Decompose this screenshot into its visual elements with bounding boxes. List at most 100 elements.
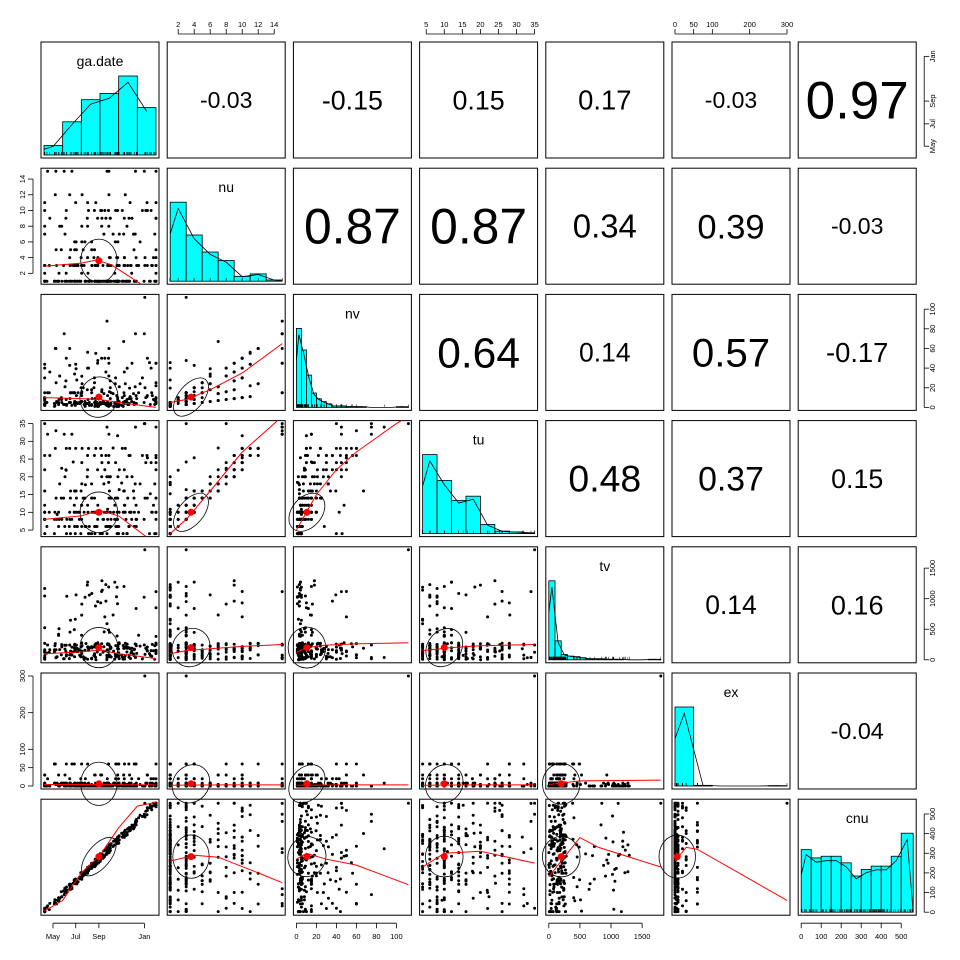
data-point: [309, 650, 313, 654]
data-point: [68, 496, 72, 500]
data-point: [148, 492, 152, 496]
data-point: [90, 866, 94, 870]
data-point: [547, 784, 551, 788]
data-point: [300, 762, 304, 766]
data-point: [176, 877, 180, 881]
data-point: [435, 777, 439, 781]
data-point: [486, 656, 490, 660]
data-point: [132, 489, 135, 493]
data-point: [122, 340, 126, 343]
data-point: [232, 853, 236, 857]
data-point: [80, 762, 84, 766]
panel-frame: [166, 293, 286, 411]
data-point: [435, 655, 439, 659]
panel-frame: [671, 420, 791, 538]
data-point: [128, 829, 132, 833]
data-point: [300, 503, 304, 507]
data-point: [248, 871, 252, 875]
data-point: [309, 585, 313, 588]
data-point: [312, 579, 316, 583]
data-point: [232, 579, 236, 583]
data-point: [240, 366, 244, 370]
data-point: [154, 641, 158, 645]
data-point: [208, 372, 212, 376]
data-point: [72, 503, 76, 507]
panel-frame: [40, 167, 160, 285]
panel-tv-cnu: 0.16: [797, 546, 917, 664]
data-point: [318, 482, 322, 486]
data-point: [256, 781, 260, 785]
data-point: [280, 656, 284, 659]
panel-ex-ex: ex: [671, 672, 791, 790]
data-point: [465, 781, 469, 785]
data-point: [342, 503, 346, 507]
data-point: [80, 400, 84, 403]
data-point: [68, 347, 72, 350]
data-point: [224, 855, 228, 859]
data-point: [240, 809, 244, 813]
data-point: [192, 836, 196, 840]
data-point: [154, 454, 158, 457]
data-point: [122, 777, 126, 781]
data-point: [107, 655, 111, 659]
data-point: [442, 773, 446, 777]
data-point: [101, 517, 105, 521]
data-point: [107, 193, 111, 197]
data-point: [168, 630, 172, 634]
data-point: [99, 773, 103, 777]
data-point: [318, 446, 322, 450]
data-point: [299, 651, 303, 655]
data-point: [428, 628, 432, 632]
data-point: [105, 852, 109, 856]
data-point: [240, 854, 244, 858]
data-point: [176, 866, 180, 870]
data-point: [232, 891, 236, 894]
hist-bar: [674, 706, 695, 787]
data-point: [240, 454, 244, 457]
density-curve: [548, 587, 661, 661]
data-point: [117, 264, 121, 267]
data-point: [105, 658, 109, 662]
data-point: [115, 394, 119, 398]
data-point: [280, 893, 284, 897]
data-point: [65, 403, 68, 407]
data-point: [75, 784, 79, 788]
data-point: [362, 489, 365, 493]
data-point: [507, 655, 511, 659]
data-point: [106, 394, 110, 398]
data-point: [90, 403, 94, 406]
data-point: [125, 398, 129, 401]
data-point: [72, 628, 76, 632]
data-point: [435, 613, 439, 617]
data-point: [493, 646, 497, 650]
data-point: [168, 821, 172, 824]
data-point: [130, 216, 134, 220]
data-point: [232, 647, 236, 651]
data-point: [64, 762, 68, 766]
data-point: [337, 777, 341, 781]
data-point: [105, 425, 109, 429]
data-point: [57, 773, 61, 777]
data-point: [240, 654, 244, 658]
data-point: [232, 835, 236, 839]
data-point: [112, 839, 116, 843]
data-point: [297, 762, 301, 766]
data-point: [184, 816, 188, 820]
data-point: [69, 248, 73, 252]
data-point: [70, 279, 74, 283]
data-point: [192, 580, 196, 584]
panel-frame: [671, 41, 791, 159]
data-point: [121, 835, 125, 839]
data-point: [248, 454, 252, 457]
panel-frame: [166, 167, 286, 285]
data-point: [43, 279, 47, 283]
data-point: [122, 468, 126, 472]
data-point: [500, 647, 504, 651]
data-point: [126, 496, 130, 500]
data-point: [354, 454, 358, 457]
panel-frame: [545, 167, 665, 285]
data-point: [145, 496, 149, 500]
data-point: [479, 658, 483, 662]
data-point: [297, 600, 301, 604]
